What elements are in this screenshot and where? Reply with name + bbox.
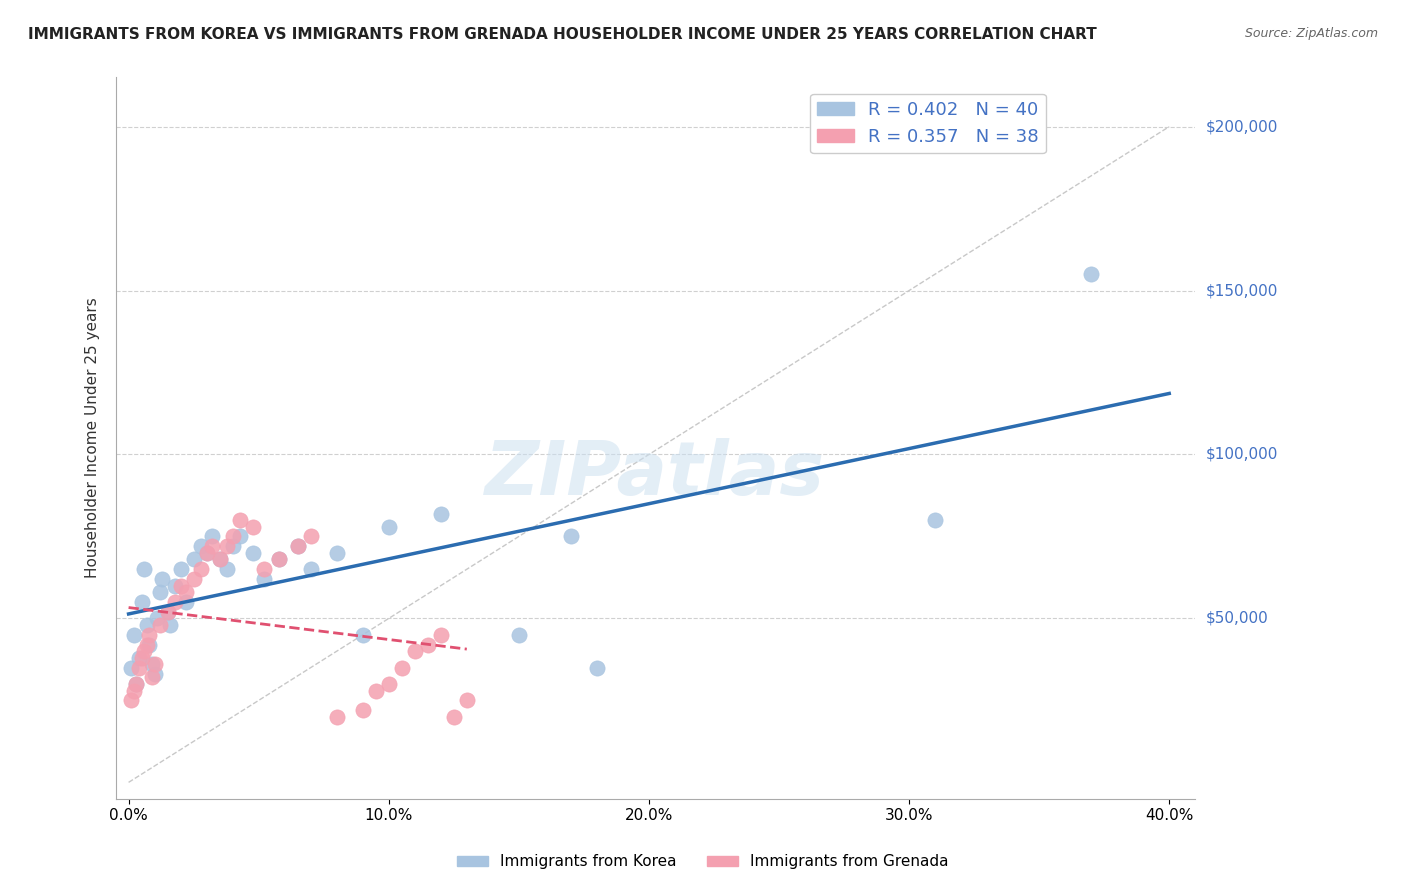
Point xyxy=(269,552,291,566)
Text: $150,000: $150,000 xyxy=(1206,283,1278,298)
Point xyxy=(169,579,191,593)
Point xyxy=(143,667,166,681)
Point xyxy=(299,562,322,576)
Point xyxy=(221,529,243,543)
Point xyxy=(560,529,582,543)
Point xyxy=(134,644,156,658)
Point xyxy=(131,650,153,665)
Point xyxy=(141,670,163,684)
Point xyxy=(120,693,142,707)
Point xyxy=(122,628,145,642)
Point xyxy=(190,562,212,576)
Point xyxy=(190,539,212,553)
Point xyxy=(149,618,172,632)
Point xyxy=(125,677,148,691)
Point xyxy=(377,519,399,533)
Point xyxy=(138,638,160,652)
Point xyxy=(1080,267,1102,281)
Point xyxy=(299,529,322,543)
Text: Source: ZipAtlas.com: Source: ZipAtlas.com xyxy=(1244,27,1378,40)
Point xyxy=(287,539,309,553)
Point xyxy=(352,628,374,642)
Point xyxy=(287,539,309,553)
Point xyxy=(208,552,231,566)
Point xyxy=(122,683,145,698)
Legend: Immigrants from Korea, Immigrants from Grenada: Immigrants from Korea, Immigrants from G… xyxy=(451,848,955,875)
Text: $50,000: $50,000 xyxy=(1206,611,1268,626)
Y-axis label: Householder Income Under 25 years: Householder Income Under 25 years xyxy=(86,298,100,579)
Point xyxy=(443,710,465,724)
Point xyxy=(146,611,169,625)
Point xyxy=(208,552,231,566)
Text: $200,000: $200,000 xyxy=(1206,120,1278,134)
Point xyxy=(429,507,451,521)
Point xyxy=(242,546,264,560)
Point xyxy=(456,693,478,707)
Point xyxy=(253,572,276,586)
Point xyxy=(364,683,387,698)
Point xyxy=(221,539,243,553)
Point xyxy=(253,562,276,576)
Point xyxy=(416,638,439,652)
Point xyxy=(169,562,191,576)
Point xyxy=(429,628,451,642)
Point xyxy=(195,546,218,560)
Point xyxy=(143,657,166,672)
Point xyxy=(924,513,946,527)
Point xyxy=(152,572,174,586)
Point xyxy=(120,660,142,674)
Point xyxy=(508,628,530,642)
Point xyxy=(156,605,179,619)
Point xyxy=(325,546,347,560)
Point xyxy=(165,579,187,593)
Point xyxy=(229,513,252,527)
Point xyxy=(183,572,205,586)
Point xyxy=(131,595,153,609)
Point xyxy=(128,660,150,674)
Point xyxy=(134,562,156,576)
Point xyxy=(149,585,172,599)
Point xyxy=(183,552,205,566)
Point xyxy=(174,595,197,609)
Point xyxy=(201,539,224,553)
Text: IMMIGRANTS FROM KOREA VS IMMIGRANTS FROM GRENADA HOUSEHOLDER INCOME UNDER 25 YEA: IMMIGRANTS FROM KOREA VS IMMIGRANTS FROM… xyxy=(28,27,1097,42)
Point xyxy=(229,529,252,543)
Point xyxy=(352,703,374,717)
Point xyxy=(195,546,218,560)
Text: $100,000: $100,000 xyxy=(1206,447,1278,462)
Point xyxy=(325,710,347,724)
Point xyxy=(141,657,163,672)
Point xyxy=(217,539,239,553)
Point xyxy=(391,660,413,674)
Legend: R = 0.402   N = 40, R = 0.357   N = 38: R = 0.402 N = 40, R = 0.357 N = 38 xyxy=(810,94,1046,153)
Point xyxy=(165,595,187,609)
Point xyxy=(201,529,224,543)
Point xyxy=(269,552,291,566)
Point xyxy=(138,628,160,642)
Point xyxy=(174,585,197,599)
Point xyxy=(128,650,150,665)
Point xyxy=(404,644,426,658)
Point xyxy=(135,618,157,632)
Point xyxy=(377,677,399,691)
Point xyxy=(217,562,239,576)
Point xyxy=(125,677,148,691)
Point xyxy=(135,638,157,652)
Point xyxy=(156,605,179,619)
Point xyxy=(586,660,609,674)
Text: ZIPatlas: ZIPatlas xyxy=(485,438,825,510)
Point xyxy=(159,618,181,632)
Point xyxy=(242,519,264,533)
